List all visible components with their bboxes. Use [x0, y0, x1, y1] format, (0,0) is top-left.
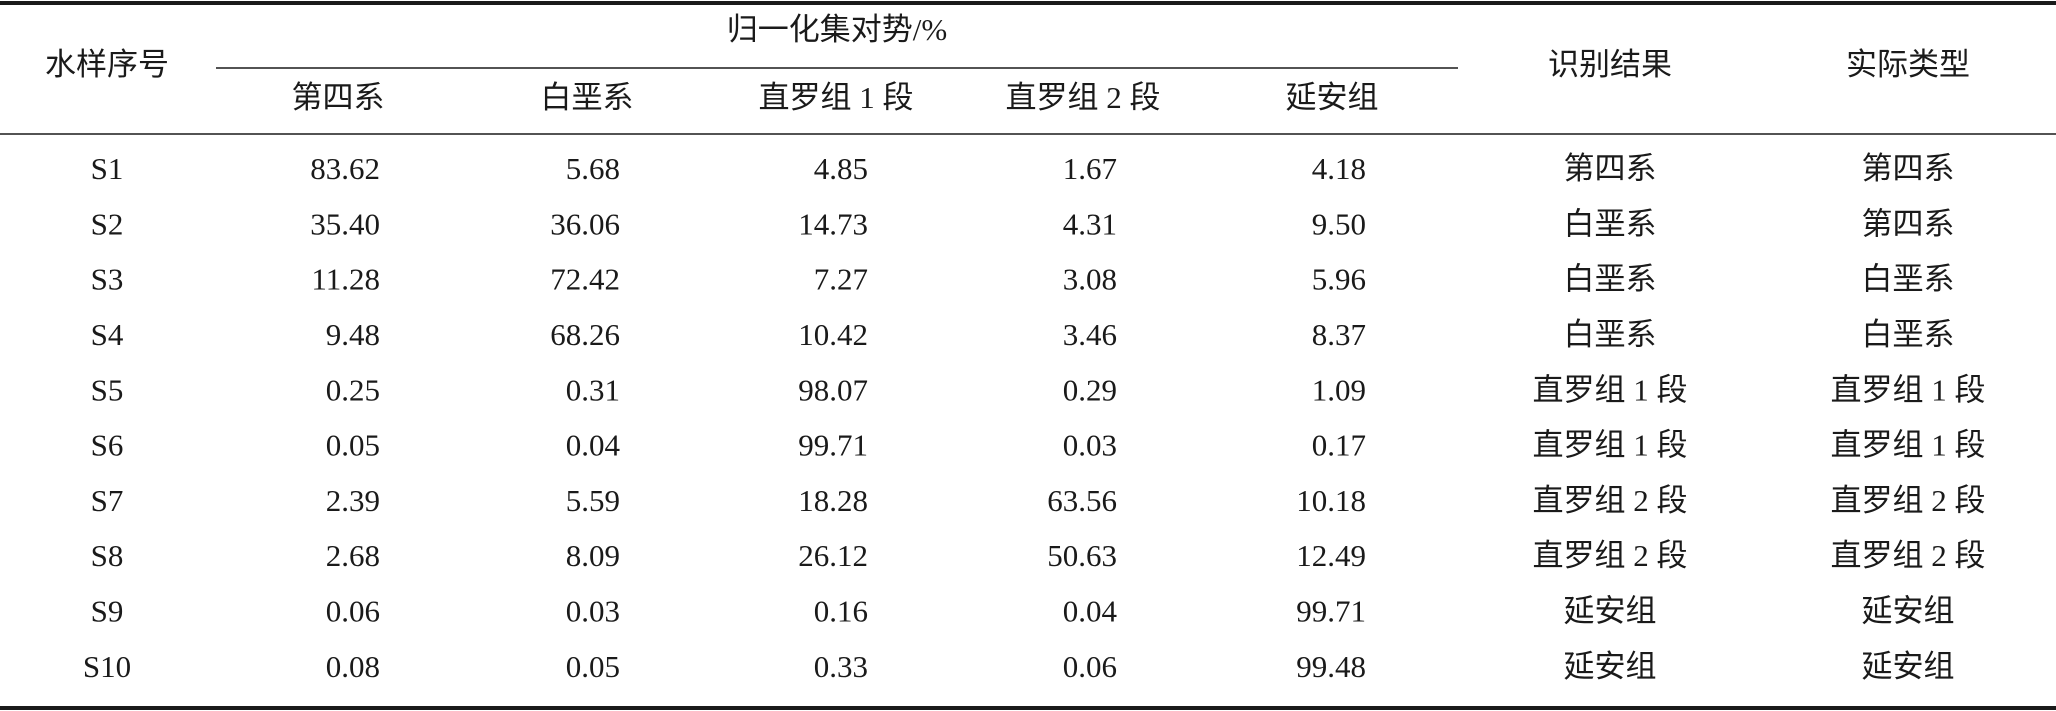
- table-cell: 99.71: [1296, 594, 1366, 629]
- table-cell: 0.05: [566, 649, 620, 684]
- table-cell: 4.18: [1312, 151, 1366, 186]
- header-cell: 识别结果: [1548, 47, 1672, 82]
- table-cell: 第四系: [1564, 151, 1657, 186]
- table-cell: 白垩系: [1564, 262, 1657, 297]
- header-group: 归一化集对势/%: [727, 12, 947, 47]
- header-cell: 实际类型: [1846, 47, 1970, 82]
- table-cell: 0.17: [1312, 428, 1366, 463]
- table-cell: 白垩系: [1564, 206, 1657, 241]
- table-cell: 1.09: [1312, 372, 1366, 407]
- table-cell: 11.28: [311, 262, 380, 297]
- table-cell: 0.31: [566, 372, 620, 407]
- table-cell: 延安组: [1564, 594, 1657, 629]
- table-cell: 0.03: [1063, 428, 1117, 463]
- table-cell: S9: [91, 594, 124, 629]
- table-cell: 2.39: [326, 483, 380, 518]
- table-cell: 10.18: [1296, 483, 1366, 518]
- table-cell: S1: [91, 151, 124, 186]
- table-cell: 0.16: [814, 594, 868, 629]
- table-cell: 直罗组 1 段: [1831, 428, 1986, 463]
- table-cell: 83.62: [310, 151, 380, 186]
- header-subcell: 白垩系: [541, 80, 634, 115]
- table-cell: S2: [91, 206, 124, 241]
- table-cell: 98.07: [798, 372, 868, 407]
- table-cell: 0.33: [814, 649, 868, 684]
- table-cell: 72.42: [550, 262, 620, 297]
- table-cell: 0.06: [1063, 649, 1117, 684]
- table-cell: 第四系: [1862, 206, 1955, 241]
- table-cell: 第四系: [1862, 151, 1955, 186]
- table-cell: 0.04: [566, 428, 621, 463]
- table-cell: 5.59: [566, 483, 620, 518]
- table-cell: 白垩系: [1862, 262, 1955, 297]
- table-cell: 直罗组 2 段: [1533, 483, 1688, 518]
- table-cell: 4.85: [814, 151, 868, 186]
- table-cell: 9.48: [326, 317, 380, 352]
- header-subcell: 延安组: [1286, 80, 1379, 115]
- table-cell: 白垩系: [1862, 317, 1955, 352]
- table-cell: 1.67: [1063, 151, 1117, 186]
- table-cell: 12.49: [1296, 538, 1366, 573]
- table-cell: S3: [91, 262, 124, 297]
- table-cell: S10: [83, 649, 131, 684]
- table-cell: 0.06: [326, 594, 380, 629]
- table-cell: 36.06: [550, 206, 620, 241]
- table-cell: 8.09: [566, 538, 620, 573]
- table-cell: 18.28: [798, 483, 868, 518]
- table-cell: 3.08: [1063, 262, 1117, 297]
- table-cell: 延安组: [1564, 649, 1657, 684]
- table-cell: 延安组: [1862, 594, 1955, 629]
- header-cell: 水样序号: [45, 47, 169, 82]
- table-cell: 直罗组 2 段: [1831, 538, 1986, 573]
- table-cell: 0.05: [326, 428, 380, 463]
- table-cell: 直罗组 1 段: [1533, 428, 1688, 463]
- table-cell: 14.73: [798, 206, 868, 241]
- table-cell: 99.48: [1296, 649, 1366, 684]
- table-cell: S4: [91, 317, 124, 352]
- table-cell: 63.56: [1047, 483, 1117, 518]
- table-cell: 0.03: [566, 594, 620, 629]
- table-cell: 26.12: [798, 538, 868, 573]
- table-cell: 0.04: [1063, 594, 1118, 629]
- table-cell: 8.37: [1312, 317, 1366, 352]
- table-cell: 68.26: [550, 317, 620, 352]
- table-cell: 5.68: [566, 151, 620, 186]
- table-cell: 直罗组 2 段: [1533, 538, 1688, 573]
- table-cell: 0.29: [1063, 372, 1117, 407]
- header-subcell: 直罗组 1 段: [759, 80, 914, 115]
- table-cell: 7.27: [814, 262, 868, 297]
- table-cell: 35.40: [310, 206, 380, 241]
- table-cell: 10.42: [798, 317, 868, 352]
- table-cell: S8: [91, 538, 124, 573]
- table-cell: 3.46: [1063, 317, 1117, 352]
- table-cell: S6: [91, 428, 124, 463]
- header-subcell: 第四系: [292, 80, 385, 115]
- table-cell: 0.25: [326, 372, 380, 407]
- table-cell: 直罗组 2 段: [1831, 483, 1986, 518]
- table-cell: 直罗组 1 段: [1533, 372, 1688, 407]
- table-cell: S5: [91, 372, 124, 407]
- table-cell: 2.68: [326, 538, 380, 573]
- table-cell: 50.63: [1047, 538, 1117, 573]
- header-subcell: 直罗组 2 段: [1006, 80, 1161, 115]
- table-cell: 5.96: [1312, 262, 1366, 297]
- table-cell: 0.08: [326, 649, 380, 684]
- table-cell: 99.71: [798, 428, 868, 463]
- table-cell: 9.50: [1312, 206, 1366, 241]
- table-cell: 直罗组 1 段: [1831, 372, 1986, 407]
- table-cell: 4.31: [1063, 206, 1117, 241]
- table-cell: 白垩系: [1564, 317, 1657, 352]
- table-cell: S7: [91, 483, 124, 518]
- table-cell: 延安组: [1862, 649, 1955, 684]
